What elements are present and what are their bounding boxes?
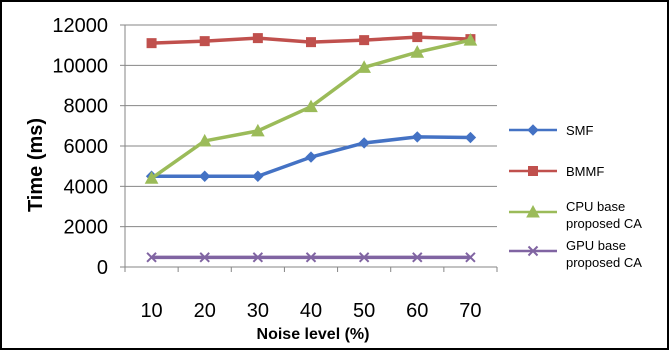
legend-marker xyxy=(527,245,539,257)
data-point-gpu-base-proposed-ca xyxy=(305,252,317,263)
data-point-bmmf xyxy=(306,37,316,48)
legend-entry-smf: SMF xyxy=(509,123,594,138)
legend-marker xyxy=(527,124,539,136)
x-tick-label: 50 xyxy=(353,300,375,322)
legend-entry-gpu-base-proposed-ca: GPU base proposed CA xyxy=(509,238,642,270)
x-tick-label: 70 xyxy=(459,300,481,322)
legend-entry-bmmf: BMMF xyxy=(509,164,604,179)
data-point-cpu-base-proposed-ca xyxy=(251,123,265,137)
x-tick-label: 10 xyxy=(140,300,162,322)
data-point-bmmf xyxy=(252,33,263,44)
x-axis-title: Noise level (%) xyxy=(257,326,370,343)
x-tick-label: 60 xyxy=(406,300,428,322)
legend-entry-cpu-base-proposed-ca: CPU base proposed CA xyxy=(509,199,642,231)
legend-marker xyxy=(526,204,540,218)
data-point-cpu-base-proposed-ca xyxy=(197,133,212,147)
data-point-bmmf xyxy=(199,36,210,47)
legend-label: CPU base proposed CA xyxy=(566,199,642,231)
data-point-cpu-base-proposed-ca xyxy=(463,33,478,46)
axes xyxy=(120,24,498,272)
data-point-cpu-base-proposed-ca xyxy=(144,171,159,184)
x-tick-labels: 10 20 30 40 50 60 70 xyxy=(140,300,481,322)
data-point-smf xyxy=(199,170,211,182)
data-point-gpu-base-proposed-ca xyxy=(252,252,264,263)
data-point-gpu-base-proposed-ca xyxy=(465,252,476,263)
y-tick-label: 2000 xyxy=(64,217,109,239)
data-point-gpu-base-proposed-ca xyxy=(146,252,157,263)
data-point-cpu-base-proposed-ca xyxy=(304,99,318,113)
data-point-smf xyxy=(464,131,477,144)
y-tick-label: 10000 xyxy=(52,55,108,77)
y-tick-label: 12000 xyxy=(52,15,108,37)
data-point-smf xyxy=(411,131,423,143)
data-point-cpu-base-proposed-ca xyxy=(410,45,425,58)
legend-label: SMF xyxy=(566,123,594,138)
y-tick-label: 8000 xyxy=(64,96,109,118)
legend-label: BMMF xyxy=(566,164,604,179)
x-tick-label: 30 xyxy=(247,300,269,322)
y-tick-label: 0 xyxy=(97,257,108,279)
data-point-gpu-base-proposed-ca xyxy=(412,252,423,263)
y-axis-title: Time (ms) xyxy=(25,118,47,212)
grid-lines xyxy=(125,24,497,228)
y-tick-label: 6000 xyxy=(64,136,109,158)
data-point-bmmf xyxy=(359,35,370,46)
data-point-smf xyxy=(305,151,317,163)
series-lines xyxy=(144,32,478,263)
x-tick-label: 40 xyxy=(300,300,322,322)
data-point-bmmf xyxy=(146,38,157,49)
legend-label: GPU base proposed CA xyxy=(566,238,642,270)
y-tick-labels: 0 2000 4000 6000 8000 10000 12000 xyxy=(52,15,108,279)
y-tick-label: 4000 xyxy=(64,176,109,198)
data-point-gpu-base-proposed-ca xyxy=(358,252,370,263)
x-tick-label: 20 xyxy=(194,300,216,322)
data-point-smf xyxy=(358,137,370,149)
data-point-gpu-base-proposed-ca xyxy=(199,252,210,263)
data-point-cpu-base-proposed-ca xyxy=(357,60,371,73)
legend: SMF BMMF CPU base proposed CA GPU base propos… xyxy=(509,123,642,270)
data-point-smf xyxy=(252,170,264,182)
data-point-bmmf xyxy=(412,32,423,43)
legend-marker xyxy=(528,166,538,176)
